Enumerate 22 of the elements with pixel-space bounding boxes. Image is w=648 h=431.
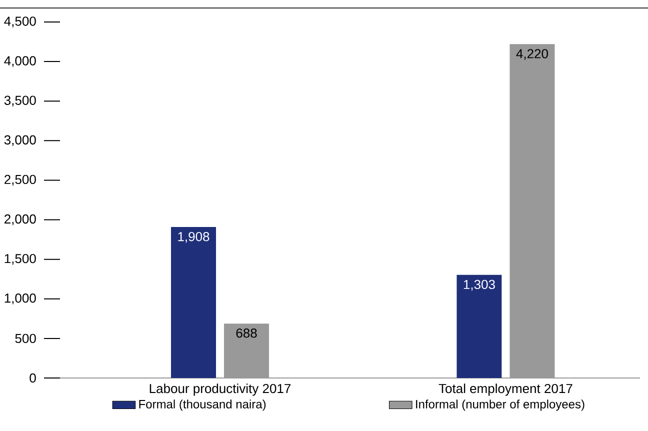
- bar: [224, 324, 270, 378]
- data-label: 4,220: [516, 49, 548, 60]
- y-tick-label: 0: [30, 373, 36, 383]
- y-tick-label: 1,500: [4, 254, 36, 265]
- y-tick-label: 3,000: [4, 135, 36, 146]
- y-tick-label: 2,000: [4, 214, 36, 226]
- bar: [171, 227, 216, 378]
- x-tick-label: Total employment 2017: [438, 384, 572, 396]
- data-label: 1,303: [464, 280, 495, 291]
- y-tick-label: 4,000: [4, 56, 36, 67]
- bar: [510, 44, 555, 378]
- legend-label: Formal (thousand naira): [139, 400, 266, 411]
- y-tick-label: 4,500: [4, 16, 36, 28]
- y-tick-label: 3,500: [4, 96, 36, 106]
- data-label: 1,908: [178, 232, 210, 243]
- y-tick-label: 500: [15, 334, 36, 344]
- bar: [456, 274, 502, 378]
- legend-label: Informal (number of employees): [416, 400, 584, 411]
- y-tick-label: 2,500: [4, 174, 36, 186]
- y-tick-label: 1,000: [4, 294, 36, 304]
- data-label: 688: [236, 328, 257, 338]
- x-tick-label: Labour productivity 2017: [150, 384, 291, 396]
